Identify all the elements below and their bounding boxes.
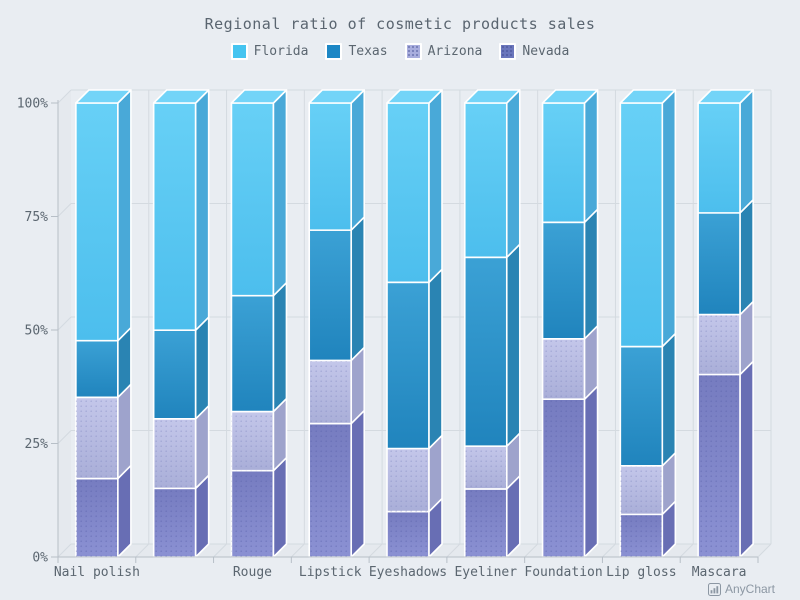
bar-lip-gloss-nevada[interactable] [619, 500, 677, 558]
bar-mascara-florida[interactable] [697, 89, 754, 214]
legend-swatch-nevada [499, 42, 517, 60]
anychart-credit-label: AnyChart [724, 582, 775, 596]
legend-item-florida[interactable]: Florida [230, 42, 309, 60]
bar-nail-polish-florida[interactable] [75, 89, 132, 342]
x-axis-label-nail-polish: Nail polish [54, 565, 140, 580]
bar-category-2-florida[interactable] [152, 89, 210, 332]
bar-lipstick-florida[interactable] [308, 89, 366, 231]
bar-lipstick-nevada[interactable] [308, 409, 366, 558]
bar-lip-gloss-florida[interactable] [619, 89, 677, 348]
legend-item-texas[interactable]: Texas [325, 42, 388, 60]
x-axis-label-lipstick: Lipstick [299, 565, 362, 580]
bar-nail-polish-nevada[interactable] [75, 464, 132, 558]
anychart-logo-icon [707, 582, 721, 596]
legend-swatch-texas [325, 42, 343, 60]
chart-title: Regional ratio of cosmetic products sale… [204, 15, 596, 33]
bar-eyeliner-texas[interactable] [463, 243, 521, 448]
axes [51, 100, 759, 563]
bar-foundation-texas[interactable] [541, 208, 599, 340]
bar-lip-gloss-texas[interactable] [619, 332, 677, 467]
y-axis-label-0%: 0% [32, 551, 48, 566]
bar-rouge-texas[interactable] [230, 281, 288, 413]
anychart-credit[interactable]: AnyChart [707, 582, 775, 596]
bar-foundation-florida[interactable] [541, 89, 599, 224]
x-axis-label-mascara: Mascara [692, 565, 747, 580]
legend-label-texas: Texas [348, 43, 388, 59]
legend-label-florida: Florida [253, 43, 309, 59]
bar-category-2-texas[interactable] [152, 316, 210, 420]
legend-label-arizona: Arizona [427, 43, 483, 59]
bar-category-2-nevada[interactable] [152, 474, 210, 558]
y-axis-label-75%: 75% [25, 210, 49, 225]
legend-label-nevada: Nevada [522, 43, 570, 59]
legend: Florida Texas Arizona Nevada [0, 41, 800, 61]
bar-nail-polish-texas[interactable] [75, 326, 132, 399]
bar-rouge-arizona[interactable] [230, 397, 288, 472]
x-axis-label-rouge: Rouge [233, 565, 272, 580]
bar-foundation-nevada[interactable] [541, 385, 599, 558]
bar-eyeshadows-florida[interactable] [386, 89, 443, 284]
bar-lipstick-arizona[interactable] [308, 346, 366, 425]
y-axis-label-50%: 50% [25, 324, 49, 339]
bar-eyeshadows-arizona[interactable] [386, 434, 443, 513]
bar-lip-gloss-arizona[interactable] [619, 452, 677, 516]
bar-eyeliner-florida[interactable] [463, 89, 521, 259]
bar-mascara-texas[interactable] [697, 199, 754, 316]
bar-rouge-florida[interactable] [230, 89, 288, 297]
x-axis-label-eyeshadows: Eyeshadows [369, 565, 447, 580]
y-axis-label-25%: 25% [25, 437, 49, 452]
bar-nail-polish-arizona[interactable] [75, 383, 132, 480]
bar-foundation-arizona[interactable] [541, 325, 599, 400]
bar-rouge-nevada[interactable] [230, 456, 288, 558]
bar-mascara-nevada[interactable] [697, 360, 754, 558]
bar-eyeshadows-texas[interactable] [386, 268, 443, 450]
legend-swatch-florida [230, 42, 248, 60]
legend-item-arizona[interactable]: Arizona [404, 42, 483, 60]
x-axis-label-lip-gloss: Lip gloss [606, 565, 676, 580]
legend-item-nevada[interactable]: Nevada [499, 42, 570, 60]
legend-swatch-arizona [404, 42, 422, 60]
bar-lipstick-texas[interactable] [308, 216, 366, 362]
bar-eyeliner-arizona[interactable] [463, 432, 521, 490]
bar-category-2-arizona[interactable] [152, 405, 210, 490]
axis-labels: 0% 25% 50% 75% 100% Nail polish Rouge Lipstick E… [17, 97, 747, 581]
y-axis-label-100%: 100% [17, 97, 48, 112]
x-axis-label-eyeliner: Eyeliner [454, 565, 517, 580]
x-axis-label-foundation: Foundation [524, 565, 602, 580]
bars [75, 89, 754, 558]
bar-eyeliner-nevada[interactable] [463, 475, 521, 558]
